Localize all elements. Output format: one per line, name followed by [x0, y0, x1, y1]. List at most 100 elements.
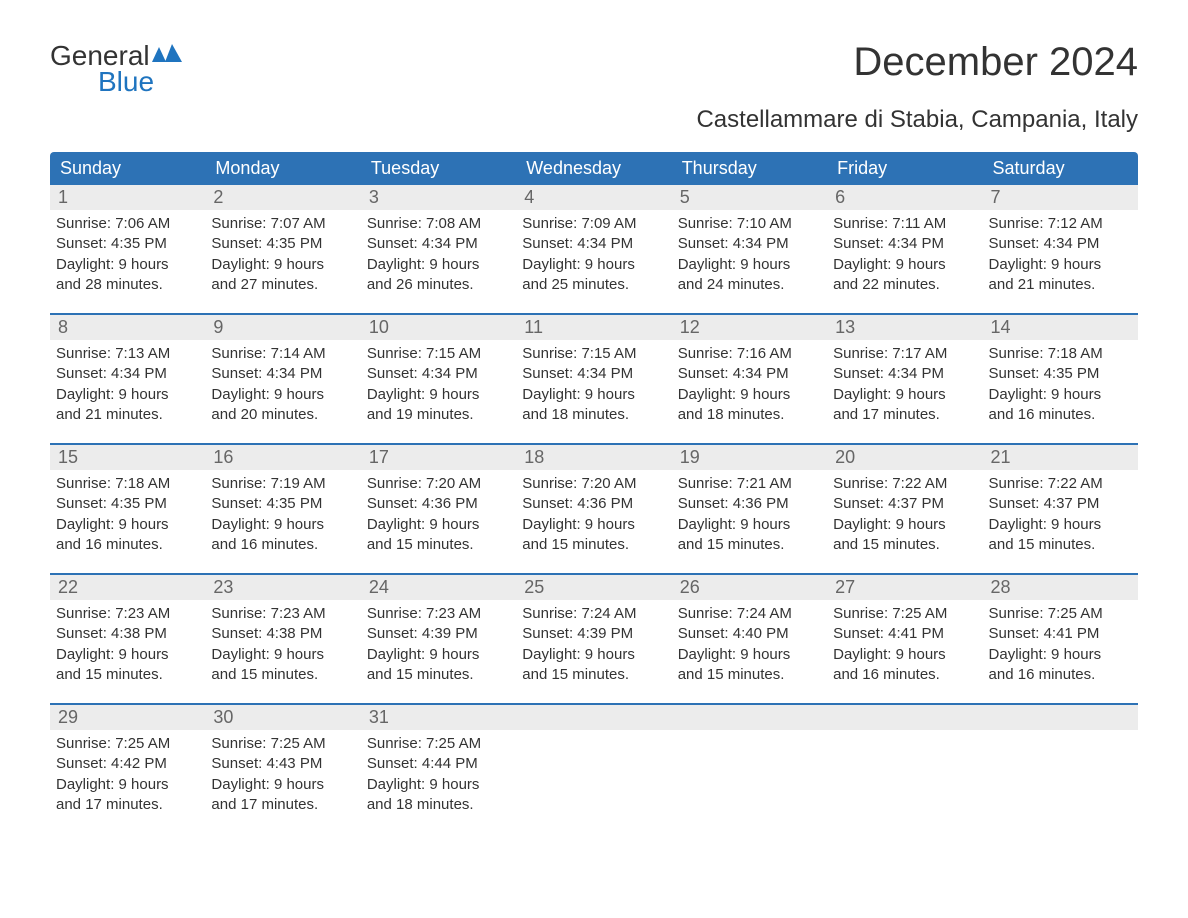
day-line: Sunset: 4:41 PM: [833, 624, 976, 644]
weeks-container: 1Sunrise: 7:06 AMSunset: 4:35 PMDaylight…: [50, 185, 1138, 819]
day-line: and 22 minutes.: [833, 275, 976, 295]
day-line: Sunset: 4:35 PM: [989, 364, 1132, 384]
day-line: Sunrise: 7:13 AM: [56, 344, 199, 364]
day-line: Sunset: 4:35 PM: [56, 234, 199, 254]
day-line: Sunrise: 7:11 AM: [833, 214, 976, 234]
day-line: Sunset: 4:42 PM: [56, 754, 199, 774]
day-line: Sunrise: 7:09 AM: [522, 214, 665, 234]
day-cell: 23Sunrise: 7:23 AMSunset: 4:38 PMDayligh…: [205, 575, 360, 689]
day-line: and 24 minutes.: [678, 275, 821, 295]
day-line: and 15 minutes.: [367, 535, 510, 555]
day-line: Sunrise: 7:17 AM: [833, 344, 976, 364]
day-cell: .: [516, 705, 671, 819]
location-text: Castellammare di Stabia, Campania, Italy: [50, 106, 1138, 134]
day-line: Sunrise: 7:23 AM: [211, 604, 354, 624]
day-number: 10: [361, 315, 516, 340]
day-line: Daylight: 9 hours: [678, 255, 821, 275]
day-line: Sunset: 4:35 PM: [211, 494, 354, 514]
day-line: and 27 minutes.: [211, 275, 354, 295]
day-line: and 15 minutes.: [678, 535, 821, 555]
day-header-tue: Tuesday: [361, 152, 516, 185]
day-header-sun: Sunday: [50, 152, 205, 185]
day-line: Sunrise: 7:08 AM: [367, 214, 510, 234]
day-line: and 15 minutes.: [367, 665, 510, 685]
day-line: Sunset: 4:35 PM: [211, 234, 354, 254]
day-number: 3: [361, 185, 516, 210]
day-number: 31: [361, 705, 516, 730]
day-line: and 16 minutes.: [211, 535, 354, 555]
day-header-sat: Saturday: [983, 152, 1138, 185]
day-cell: 20Sunrise: 7:22 AMSunset: 4:37 PMDayligh…: [827, 445, 982, 559]
day-line: Sunset: 4:34 PM: [522, 234, 665, 254]
day-line: and 25 minutes.: [522, 275, 665, 295]
logo: General Blue: [50, 40, 182, 98]
day-cell: 21Sunrise: 7:22 AMSunset: 4:37 PMDayligh…: [983, 445, 1138, 559]
day-cell: 5Sunrise: 7:10 AMSunset: 4:34 PMDaylight…: [672, 185, 827, 299]
day-line: and 16 minutes.: [989, 665, 1132, 685]
day-line: and 15 minutes.: [211, 665, 354, 685]
calendar: Sunday Monday Tuesday Wednesday Thursday…: [50, 152, 1138, 819]
day-line: Sunrise: 7:23 AM: [56, 604, 199, 624]
day-content: Sunrise: 7:15 AMSunset: 4:34 PMDaylight:…: [361, 340, 516, 429]
day-cell: 2Sunrise: 7:07 AMSunset: 4:35 PMDaylight…: [205, 185, 360, 299]
day-number: 27: [827, 575, 982, 600]
day-content: Sunrise: 7:18 AMSunset: 4:35 PMDaylight:…: [983, 340, 1138, 429]
day-number: 28: [983, 575, 1138, 600]
week-row: 15Sunrise: 7:18 AMSunset: 4:35 PMDayligh…: [50, 443, 1138, 559]
day-content: Sunrise: 7:15 AMSunset: 4:34 PMDaylight:…: [516, 340, 671, 429]
day-line: Sunset: 4:37 PM: [989, 494, 1132, 514]
day-cell: 18Sunrise: 7:20 AMSunset: 4:36 PMDayligh…: [516, 445, 671, 559]
day-content: Sunrise: 7:11 AMSunset: 4:34 PMDaylight:…: [827, 210, 982, 299]
header-row: General Blue December 2024: [50, 40, 1138, 98]
day-number: 6: [827, 185, 982, 210]
day-line: Daylight: 9 hours: [989, 645, 1132, 665]
day-number: 26: [672, 575, 827, 600]
day-line: Sunset: 4:39 PM: [367, 624, 510, 644]
day-line: Sunrise: 7:20 AM: [522, 474, 665, 494]
day-number: 15: [50, 445, 205, 470]
day-content: Sunrise: 7:18 AMSunset: 4:35 PMDaylight:…: [50, 470, 205, 559]
day-line: Daylight: 9 hours: [211, 775, 354, 795]
day-header-row: Sunday Monday Tuesday Wednesday Thursday…: [50, 152, 1138, 185]
day-content: Sunrise: 7:23 AMSunset: 4:38 PMDaylight:…: [50, 600, 205, 689]
day-content: Sunrise: 7:22 AMSunset: 4:37 PMDaylight:…: [827, 470, 982, 559]
day-line: and 16 minutes.: [833, 665, 976, 685]
day-line: Daylight: 9 hours: [678, 645, 821, 665]
day-line: Daylight: 9 hours: [211, 515, 354, 535]
day-header-thu: Thursday: [672, 152, 827, 185]
day-line: Daylight: 9 hours: [367, 385, 510, 405]
day-line: Daylight: 9 hours: [833, 645, 976, 665]
day-line: Daylight: 9 hours: [56, 255, 199, 275]
week-row: 8Sunrise: 7:13 AMSunset: 4:34 PMDaylight…: [50, 313, 1138, 429]
day-line: Sunrise: 7:19 AM: [211, 474, 354, 494]
day-number: 19: [672, 445, 827, 470]
day-line: Sunrise: 7:25 AM: [833, 604, 976, 624]
day-cell: 13Sunrise: 7:17 AMSunset: 4:34 PMDayligh…: [827, 315, 982, 429]
day-line: Daylight: 9 hours: [56, 645, 199, 665]
day-line: Sunrise: 7:07 AM: [211, 214, 354, 234]
day-line: Sunset: 4:36 PM: [522, 494, 665, 514]
day-number: 16: [205, 445, 360, 470]
day-content: Sunrise: 7:20 AMSunset: 4:36 PMDaylight:…: [361, 470, 516, 559]
day-line: and 15 minutes.: [989, 535, 1132, 555]
day-line: Daylight: 9 hours: [522, 255, 665, 275]
day-line: Sunset: 4:34 PM: [678, 234, 821, 254]
day-cell: 8Sunrise: 7:13 AMSunset: 4:34 PMDaylight…: [50, 315, 205, 429]
day-cell: 4Sunrise: 7:09 AMSunset: 4:34 PMDaylight…: [516, 185, 671, 299]
day-content: Sunrise: 7:08 AMSunset: 4:34 PMDaylight:…: [361, 210, 516, 299]
day-line: Daylight: 9 hours: [989, 255, 1132, 275]
day-cell: .: [983, 705, 1138, 819]
day-cell: 31Sunrise: 7:25 AMSunset: 4:44 PMDayligh…: [361, 705, 516, 819]
day-line: Sunrise: 7:16 AM: [678, 344, 821, 364]
day-content: Sunrise: 7:23 AMSunset: 4:38 PMDaylight:…: [205, 600, 360, 689]
day-line: Daylight: 9 hours: [833, 385, 976, 405]
day-cell: 9Sunrise: 7:14 AMSunset: 4:34 PMDaylight…: [205, 315, 360, 429]
day-number: 5: [672, 185, 827, 210]
day-line: Sunrise: 7:12 AM: [989, 214, 1132, 234]
day-line: and 28 minutes.: [56, 275, 199, 295]
day-cell: .: [672, 705, 827, 819]
day-line: Sunset: 4:38 PM: [211, 624, 354, 644]
day-line: Daylight: 9 hours: [367, 255, 510, 275]
day-line: and 18 minutes.: [367, 795, 510, 815]
day-line: Daylight: 9 hours: [211, 385, 354, 405]
